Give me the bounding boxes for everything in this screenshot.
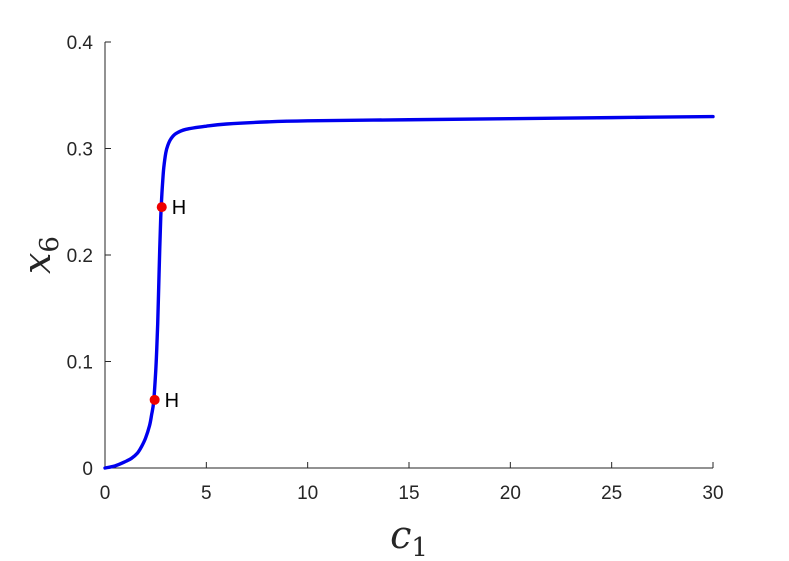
x-tick-label: 30 (702, 483, 723, 504)
x-axis-title: c1 (390, 513, 428, 561)
x-axis-title-sub: 1 (411, 533, 428, 561)
y-axis-title: x6 (15, 236, 65, 274)
hopf-label: H (165, 390, 179, 412)
x-axis-title-main: c (390, 513, 411, 557)
y-tick-label: 0.3 (67, 140, 93, 161)
ticks: 0 5 10 15 20 25 30 0 0.1 0.2 0.3 0.4 (67, 33, 724, 504)
axes (104, 42, 713, 469)
x-tick-label: 15 (398, 483, 419, 504)
x-tick-label: 10 (297, 483, 318, 504)
hopf-point (156, 202, 167, 213)
x-tick-label: 5 (201, 483, 212, 504)
hopf-point (149, 394, 160, 405)
y-tick-label: 0.2 (67, 246, 93, 267)
y-axis-title-sub: 6 (35, 236, 65, 253)
series-line (103, 114, 715, 470)
y-tick-label: 0.4 (67, 33, 94, 54)
y-tick-label: 0.1 (67, 353, 93, 374)
hopf-label: H (172, 197, 186, 219)
x-tick-label: 25 (601, 483, 622, 504)
x-tick-label: 20 (500, 483, 521, 504)
x-tick-label: 0 (100, 483, 111, 504)
series-layer (103, 114, 715, 470)
y-axis-title-main: x (15, 253, 59, 274)
y-tick-label: 0 (82, 459, 93, 480)
y-axis-title-group: x6 (15, 236, 65, 274)
points-layer: HH (149, 197, 186, 412)
